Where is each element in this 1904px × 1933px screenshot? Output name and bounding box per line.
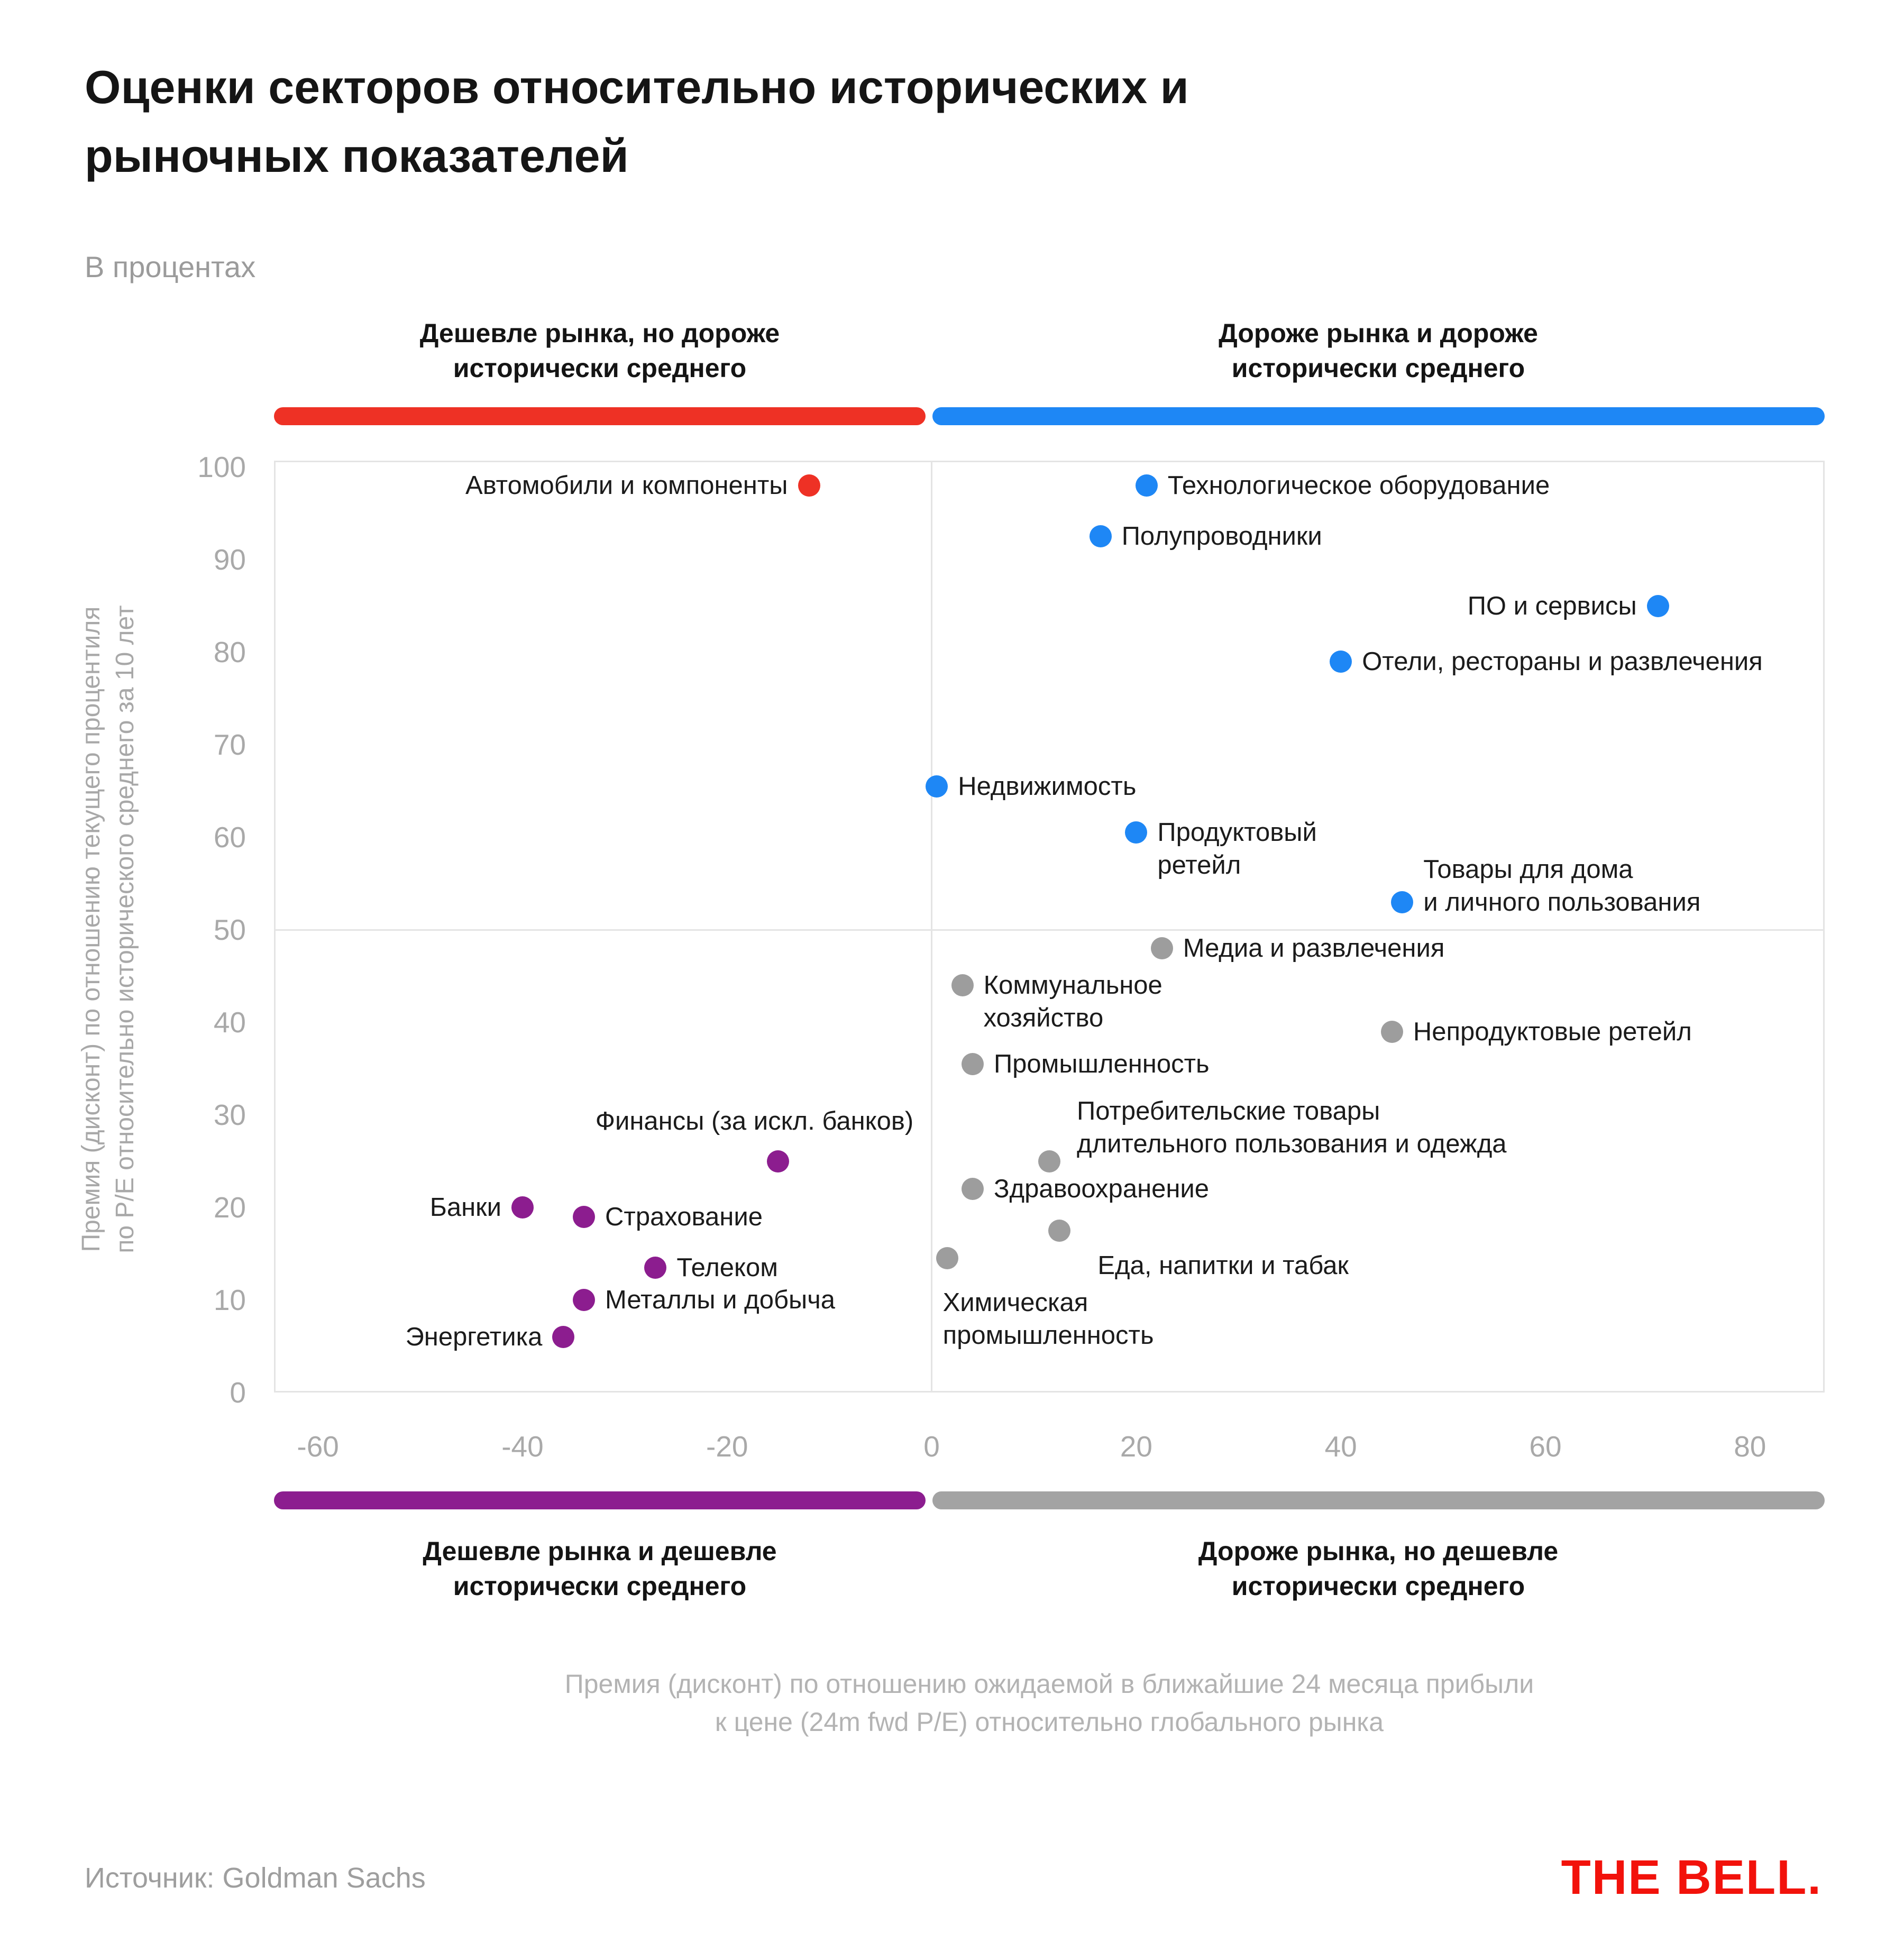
point-label-Продуктовый ретейл: Продуктовый ретейл (1157, 818, 1317, 880)
quadrant-caption-bottom-left: Дешевле рынка и дешевле исторически сред… (423, 1536, 777, 1601)
point-label-Финансы (за искл. банков): Финансы (за искл. банков) (595, 1106, 914, 1135)
point-dot-Недвижимость (926, 775, 948, 798)
point-label-Металлы и добыча: Металлы и добыча (605, 1286, 836, 1315)
quadrant-caption-bottom-right: Дороже рынка, но дешевле исторически сре… (1198, 1536, 1559, 1601)
point-dot-Полупроводники (1089, 525, 1112, 548)
title-line-2: рыночных показателей (85, 130, 629, 182)
point-label-ПО и сервисы: ПО и сервисы (1467, 591, 1637, 620)
point-label-Химическая промышленность: Химическая промышленность (942, 1288, 1154, 1350)
x-tick-0: 0 (923, 1430, 940, 1463)
point-label-Коммунальное хозяйство: Коммунальное хозяйство (983, 971, 1162, 1033)
top-right-quadrant-bar (932, 407, 1825, 425)
point-dot-ПО и сервисы (1646, 594, 1669, 617)
point-label-Энергетика: Энергетика (405, 1323, 543, 1351)
point-label-Потребительские товары длительного пользования и одежда: Потребительские товары длительного пользо… (1077, 1096, 1507, 1158)
point-dot-Коммунальное хозяйство (951, 974, 974, 997)
point-label-Банки: Банки (429, 1193, 501, 1222)
point-dot-Непродуктовые ретейл (1380, 1020, 1403, 1043)
point-label-Промышленность: Промышленность (993, 1049, 1210, 1078)
y-tick-10: 10 (213, 1284, 246, 1317)
y-tick-20: 20 (213, 1191, 246, 1224)
point-dot-Банки (511, 1196, 534, 1219)
point-dot-Еда, напитки и табак (1048, 1219, 1071, 1242)
bottom-right-quadrant-bar (932, 1491, 1825, 1509)
bottom-left-quadrant-bar (274, 1491, 926, 1509)
y-50-divider-line (274, 929, 1825, 931)
y-tick-90: 90 (213, 543, 246, 576)
point-label-Страхование: Страхование (605, 1202, 763, 1231)
x-tick-20: 20 (1120, 1430, 1152, 1463)
top-left-quadrant-bar (274, 407, 926, 425)
point-label-Отели, рестораны и развлечения: Отели, рестораны и развлечения (1362, 647, 1763, 676)
x-axis-footnote: Премия (дисконт) по отношению ожидаемой … (564, 1669, 1534, 1737)
scatter-plot-area (274, 461, 1825, 1393)
point-label-Медиа и развлечения: Медиа и развлечения (1183, 934, 1445, 963)
y-tick-80: 80 (213, 636, 246, 669)
x-zero-divider-line (931, 461, 932, 1393)
the-bell-logo: THE BELL. (1561, 1850, 1822, 1904)
point-dot-Финансы (за искл. банков) (767, 1150, 790, 1172)
point-dot-Страхование (573, 1205, 595, 1228)
point-label-Автомобили и компоненты: Автомобили и компоненты (465, 471, 788, 500)
point-dot-Товары для дома и личного пользования (1391, 891, 1414, 913)
point-dot-Отели, рестораны и развлечения (1330, 650, 1352, 673)
y-tick-0: 0 (230, 1376, 246, 1409)
point-label-Технологическое оборудование: Технологическое оборудование (1167, 471, 1550, 500)
point-label-Недвижимость: Недвижимость (958, 772, 1137, 801)
page-title: Оценки секторов относительно исторически… (85, 53, 1189, 190)
point-label-Здравоохранение: Здравоохранение (993, 1175, 1210, 1204)
point-dot-Медиа и развлечения (1150, 937, 1173, 960)
x-tick--20: -20 (706, 1430, 748, 1463)
point-dot-Металлы и добыча (573, 1289, 595, 1312)
point-label-Еда, напитки и табак: Еда, напитки и табак (1097, 1251, 1349, 1280)
point-label-Товары для дома и личного пользования: Товары для дома и личного пользования (1423, 855, 1701, 917)
y-tick-70: 70 (213, 728, 246, 762)
chart-units-subtitle: В процентах (85, 250, 256, 283)
y-tick-60: 60 (213, 821, 246, 854)
point-dot-Технологическое оборудование (1135, 474, 1158, 497)
y-tick-40: 40 (213, 1006, 246, 1039)
x-tick-80: 80 (1734, 1430, 1766, 1463)
x-tick--60: -60 (297, 1430, 339, 1463)
quadrant-caption-top-right: Дороже рынка и дороже исторически средне… (1219, 318, 1538, 383)
y-tick-30: 30 (213, 1098, 246, 1132)
point-label-Полупроводники: Полупроводники (1121, 522, 1322, 551)
y-tick-50: 50 (213, 913, 246, 947)
point-label-Непродуктовые ретейл: Непродуктовые ретейл (1413, 1017, 1692, 1046)
title-line-1: Оценки секторов относительно исторически… (85, 61, 1189, 113)
quadrant-caption-top-left: Дешевле рынка, но дороже исторически сре… (419, 318, 780, 383)
point-dot-Химическая промышленность (936, 1247, 958, 1270)
y-tick-100: 100 (197, 451, 246, 484)
point-dot-Потребительские товары длительного пользования и одежда (1038, 1150, 1060, 1172)
point-dot-Телеком (644, 1256, 667, 1279)
x-tick--40: -40 (501, 1430, 544, 1463)
point-label-Телеком: Телеком (676, 1253, 778, 1282)
point-dot-Здравоохранение (961, 1178, 984, 1201)
point-dot-Автомобили и компоненты (798, 474, 820, 497)
point-dot-Промышленность (961, 1052, 984, 1075)
source-credit: Источник: Goldman Sachs (85, 1862, 426, 1894)
x-tick-60: 60 (1529, 1430, 1562, 1463)
point-dot-Энергетика (552, 1326, 575, 1348)
point-dot-Продуктовый ретейл (1125, 821, 1148, 844)
x-tick-40: 40 (1324, 1430, 1357, 1463)
